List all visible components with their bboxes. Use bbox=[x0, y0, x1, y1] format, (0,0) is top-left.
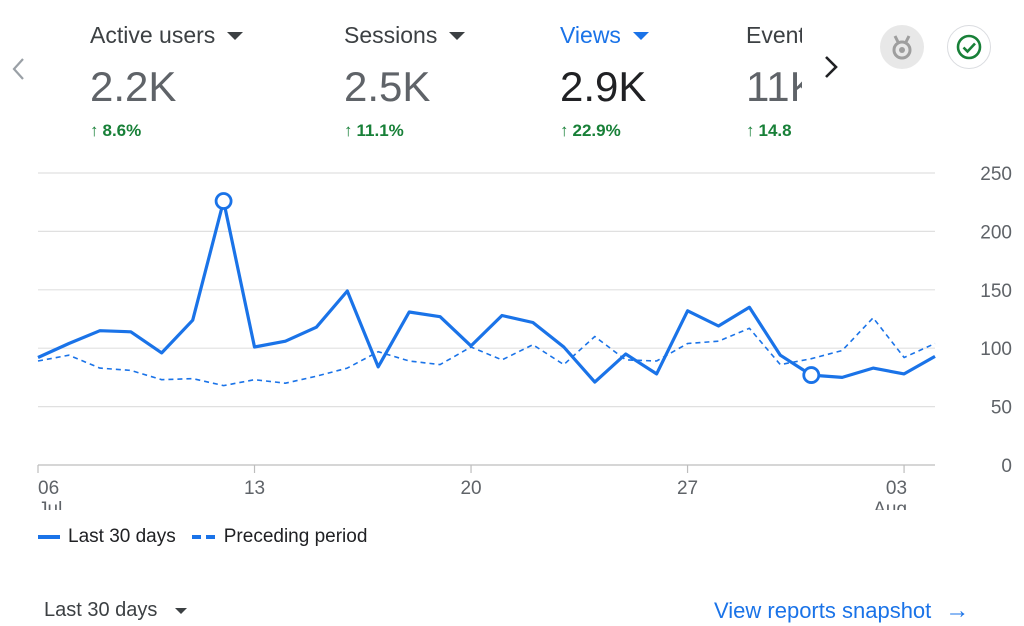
y-tick-label: 250 bbox=[980, 164, 1012, 185]
metric-label: Sessions bbox=[344, 22, 438, 48]
metric-label: Active users bbox=[90, 22, 216, 48]
x-tick-label: 27 bbox=[677, 478, 698, 499]
metric-value: 11K bbox=[746, 63, 802, 110]
highlight-point bbox=[802, 366, 821, 384]
arrow-right-icon: → bbox=[945, 597, 970, 624]
carousel-prev-button[interactable] bbox=[8, 56, 30, 87]
status-badge[interactable] bbox=[947, 25, 991, 69]
metric-change: 8.6% bbox=[102, 121, 142, 140]
y-tick-label: 100 bbox=[980, 339, 1012, 360]
y-axis: 0 50 100 150 200 250 bbox=[980, 164, 1012, 477]
x-tick-label: 20 bbox=[460, 478, 481, 499]
arrow-up-icon: ↑ bbox=[344, 121, 353, 140]
metric-value: 2.2K bbox=[90, 63, 177, 110]
metric-change: 22.9% bbox=[572, 121, 621, 140]
solid-line-icon bbox=[38, 535, 60, 539]
metric-change: 11.1% bbox=[356, 121, 404, 140]
dashed-line-icon bbox=[191, 535, 216, 539]
caret-down-icon[interactable] bbox=[449, 31, 466, 40]
metric-sessions[interactable]: Sessions 2.5K ↑ 11.1% bbox=[344, 22, 466, 141]
metric-label: Views bbox=[560, 22, 621, 48]
y-tick-label: 200 bbox=[980, 222, 1012, 243]
view-reports-snapshot-link[interactable]: View reports snapshot → bbox=[714, 597, 969, 625]
x-tick-month-label: Jul bbox=[38, 499, 62, 510]
y-tick-label: 150 bbox=[980, 281, 1012, 302]
insights-badge[interactable] bbox=[880, 25, 924, 69]
metric-value: 2.9K bbox=[560, 63, 647, 110]
y-tick-label: 0 bbox=[1001, 456, 1012, 477]
x-tick-label: 06 bbox=[38, 478, 59, 499]
metric-clip-window: Event 11K ↑14.8 bbox=[740, 0, 802, 160]
caret-down-icon[interactable] bbox=[632, 31, 649, 40]
chevron-right-icon bbox=[825, 56, 838, 78]
y-tick-label: 50 bbox=[991, 398, 1012, 419]
check-circle-icon bbox=[956, 34, 982, 60]
metric-label: Event bbox=[746, 22, 802, 48]
chart-grid bbox=[38, 172, 935, 466]
chevron-left-icon bbox=[12, 58, 24, 80]
preceding-period-line bbox=[37, 317, 936, 387]
x-tick-label: 13 bbox=[244, 478, 265, 499]
x-tick-label: 03 bbox=[886, 478, 907, 499]
legend-item-current: Last 30 days bbox=[38, 526, 176, 548]
legend-label-previous: Preceding period bbox=[223, 526, 368, 547]
highlight-point bbox=[214, 192, 233, 210]
medal-icon bbox=[892, 35, 912, 60]
legend-item-previous: Preceding period bbox=[191, 526, 368, 548]
arrow-up-icon: ↑ bbox=[560, 121, 569, 140]
legend-label-current: Last 30 days bbox=[68, 526, 176, 547]
date-range-label: Last 30 days bbox=[44, 599, 158, 621]
chart-series bbox=[37, 192, 936, 387]
metric-change: 14.8 bbox=[758, 121, 792, 140]
caret-down-icon[interactable] bbox=[227, 31, 244, 40]
view-reports-snapshot-label: View reports snapshot bbox=[714, 598, 932, 623]
date-range-dropdown[interactable]: Last 30 days bbox=[44, 599, 188, 622]
chart-legend: Last 30 days Preceding period bbox=[38, 526, 383, 548]
arrow-up-icon: ↑ bbox=[90, 121, 99, 140]
metric-active-users[interactable]: Active users 2.2K ↑ 8.6% bbox=[90, 22, 244, 141]
arrow-up-icon: ↑ bbox=[746, 121, 755, 140]
metric-events[interactable]: Event 11K ↑14.8 bbox=[746, 22, 802, 141]
last-30-days-line bbox=[37, 199, 936, 384]
metric-value: 2.5K bbox=[344, 63, 431, 110]
x-tick-month-label: Aug bbox=[873, 499, 907, 510]
carousel-next-button[interactable] bbox=[820, 54, 842, 85]
caret-down-icon bbox=[175, 607, 188, 614]
metric-views[interactable]: Views 2.9K ↑ 22.9% bbox=[560, 22, 649, 141]
